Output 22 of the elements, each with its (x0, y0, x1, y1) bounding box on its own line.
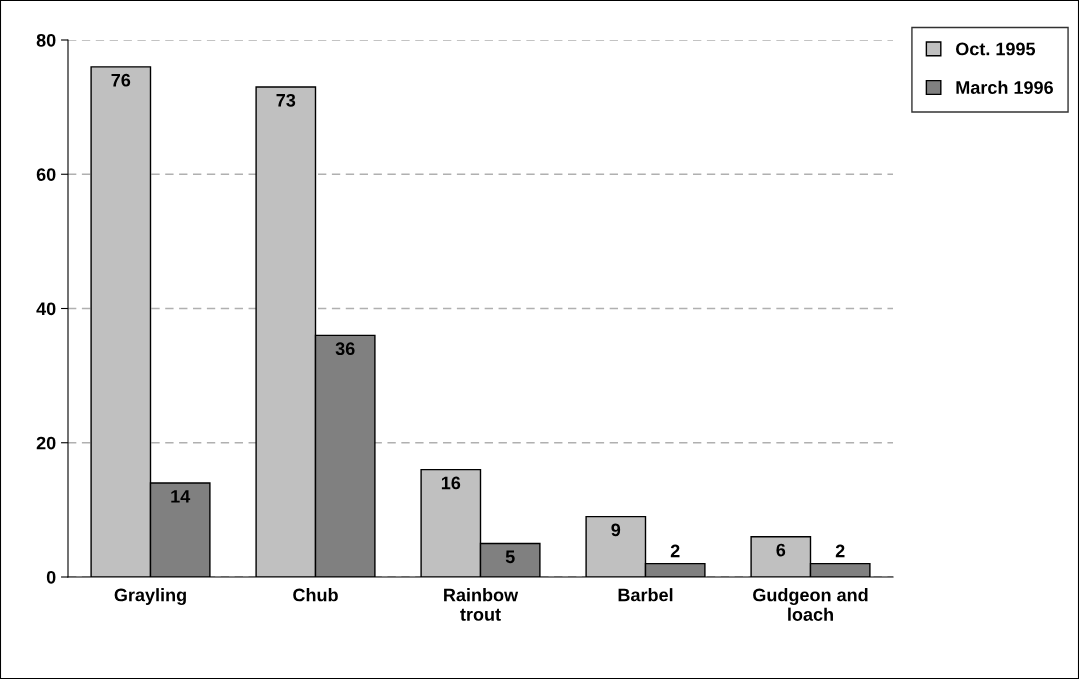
y-tick-label: 60 (36, 168, 56, 181)
legend-label: Oct. 1995 (956, 42, 1036, 56)
x-tick-label: Chub (293, 588, 338, 602)
data-label: 2 (835, 544, 845, 558)
data-label: 16 (441, 476, 461, 490)
y-tick-label: 40 (36, 302, 56, 316)
y-tick-label: 0 (46, 570, 56, 584)
x-tick-label: Barbel (618, 588, 673, 602)
data-label: 73 (276, 93, 296, 107)
legend-label: March 1996 (956, 80, 1053, 94)
data-label: 76 (111, 73, 131, 87)
data-label: 2 (670, 544, 680, 558)
x-tick-label: Gudgeon and loach (753, 588, 868, 621)
x-tick-label: Rainbow trout (444, 588, 519, 621)
data-label: 6 (776, 543, 786, 557)
data-label: 9 (611, 523, 621, 537)
y-tick-label: 20 (36, 436, 56, 450)
data-label: 5 (505, 550, 515, 564)
x-tick-label: Grayling (114, 588, 186, 606)
data-label: 36 (335, 342, 355, 356)
y-tick-label: 80 (36, 33, 56, 47)
data-label: 14 (171, 490, 191, 503)
